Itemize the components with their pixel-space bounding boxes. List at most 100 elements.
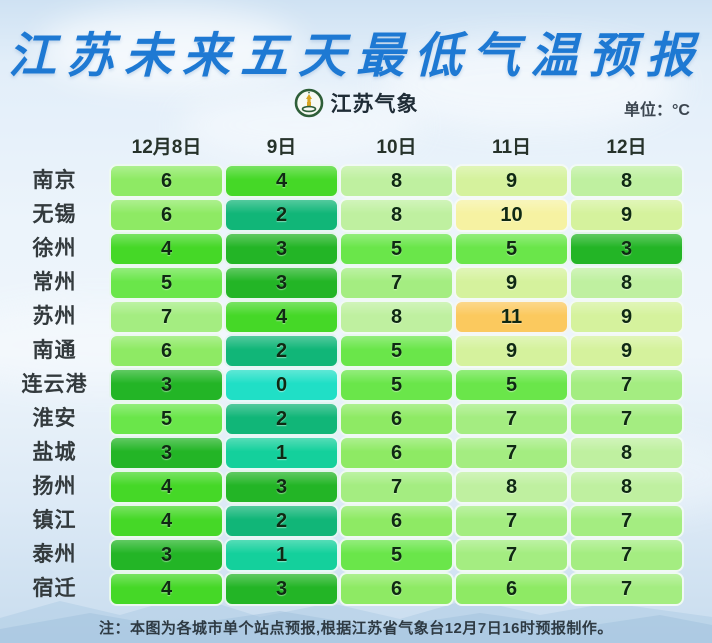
city-label: 常州: [32, 271, 77, 294]
table-row: 淮安 5 2 6 7 7: [0, 402, 712, 436]
temp-cell: 3: [224, 266, 339, 300]
temp-cell: 0: [224, 368, 339, 402]
table-row: 南通 6 2 5 9 9: [0, 334, 712, 368]
temp-cell: 3: [109, 368, 224, 402]
temp-cell: 1: [224, 538, 339, 572]
temp-cell: 8: [339, 300, 454, 334]
temp-cell: 7: [569, 572, 684, 606]
temp-cell: 6: [339, 402, 454, 436]
temp-cell: 5: [109, 402, 224, 436]
temp-cell: 9: [569, 334, 684, 368]
temp-cell: 8: [569, 266, 684, 300]
temp-cell: 6: [454, 572, 569, 606]
city-label: 镇江: [32, 509, 77, 532]
city-label: 连云港: [21, 373, 88, 396]
temp-cell: 7: [454, 504, 569, 538]
table-row: 南京 6 4 8 9 8: [0, 164, 712, 198]
temp-cell: 2: [224, 402, 339, 436]
temp-cell: 7: [339, 266, 454, 300]
temp-cell: 6: [339, 572, 454, 606]
subheader: 江苏气象 单位：°C: [0, 88, 712, 122]
table-row: 镇江 4 2 6 7 7: [0, 504, 712, 538]
temp-cell: 3: [569, 232, 684, 266]
temp-cell: 7: [569, 504, 684, 538]
city-label: 徐州: [32, 237, 77, 260]
table-row: 无锡 6 2 8 10 9: [0, 198, 712, 232]
temp-cell: 9: [454, 164, 569, 198]
forecast-rows: 南京 6 4 8 9 8 无锡 6 2 8 10 9 徐州 4 3 5 5 3 常州 5 3 7 9 8 苏州 7 4 8 11 9 南通 6…: [0, 164, 712, 606]
temp-cell: 5: [339, 538, 454, 572]
temp-cell: 9: [454, 266, 569, 300]
city-label: 淮安: [32, 407, 77, 430]
temp-cell: 5: [109, 266, 224, 300]
temp-cell: 2: [224, 334, 339, 368]
date-header: 11日: [491, 137, 532, 158]
weather-bureau-logo-icon: [294, 88, 323, 118]
footnote: 注：本图为各城市单个站点预报,根据江苏省气象台12月7日16时预报制作。: [99, 620, 613, 637]
city-label: 无锡: [32, 203, 77, 226]
table-row: 苏州 7 4 8 11 9: [0, 300, 712, 334]
city-label: 南通: [32, 339, 77, 362]
temp-cell: 3: [109, 538, 224, 572]
date-header: 12日: [606, 137, 647, 158]
temp-cell: 3: [224, 232, 339, 266]
temp-cell: 6: [109, 164, 224, 198]
temp-cell: 5: [339, 232, 454, 266]
temp-cell: 4: [224, 164, 339, 198]
cloud-decoration: [380, 40, 680, 130]
temp-cell: 7: [569, 402, 684, 436]
temp-cell: 3: [224, 572, 339, 606]
temp-cell: 5: [339, 334, 454, 368]
temp-cell: 6: [339, 436, 454, 470]
temp-cell: 9: [569, 300, 684, 334]
temp-cell: 5: [339, 368, 454, 402]
date-header-row: 12月8日 9日 10日 11日 12日: [0, 136, 712, 159]
temp-cell: 4: [109, 572, 224, 606]
temp-cell: 4: [109, 470, 224, 504]
table-row: 连云港 3 0 5 5 7: [0, 368, 712, 402]
date-header: 10日: [376, 137, 417, 158]
table-row: 扬州 4 3 7 8 8: [0, 470, 712, 504]
date-header: 9日: [266, 137, 297, 158]
temp-cell: 4: [109, 504, 224, 538]
temp-cell: 6: [109, 198, 224, 232]
temp-cell: 5: [454, 368, 569, 402]
table-row: 盐城 3 1 6 7 8: [0, 436, 712, 470]
temp-cell: 7: [109, 300, 224, 334]
temp-cell: 6: [109, 334, 224, 368]
forecast-table: 12月8日 9日 10日 11日 12日 南京 6 4 8 9 8 无锡 6 2 8 10 9 徐州 4 3 5 5 3 常…: [0, 136, 712, 606]
temp-cell: 7: [454, 538, 569, 572]
temp-cell: 8: [569, 470, 684, 504]
city-label: 泰州: [32, 543, 77, 566]
page-title: 江苏未来五天最低气温预报: [7, 30, 704, 83]
temp-cell: 8: [454, 470, 569, 504]
table-row: 泰州 3 1 5 7 7: [0, 538, 712, 572]
temp-cell: 8: [339, 164, 454, 198]
city-label: 盐城: [32, 441, 77, 464]
logo-text: 江苏气象: [330, 93, 419, 116]
temp-cell: 6: [339, 504, 454, 538]
temp-cell: 7: [454, 402, 569, 436]
jiangsu-weather-brand: 江苏气象: [0, 88, 712, 118]
temp-cell: 7: [569, 538, 684, 572]
temp-cell: 3: [224, 470, 339, 504]
temp-cell: 4: [109, 232, 224, 266]
table-row: 常州 5 3 7 9 8: [0, 266, 712, 300]
temp-cell: 8: [569, 164, 684, 198]
temp-cell: 9: [454, 334, 569, 368]
unit-label: 单位：°C: [624, 102, 690, 119]
temp-cell: 1: [224, 436, 339, 470]
date-header: 12月8日: [131, 137, 202, 158]
city-label: 扬州: [32, 475, 77, 498]
temp-cell: 4: [224, 300, 339, 334]
temp-cell: 10: [454, 198, 569, 232]
temp-cell: 8: [569, 436, 684, 470]
temp-cell: 5: [454, 232, 569, 266]
mountain-decoration: [0, 595, 712, 643]
header-spacer: [0, 136, 109, 159]
temp-cell: 9: [569, 198, 684, 232]
temp-cell: 2: [224, 198, 339, 232]
temp-cell: 7: [569, 368, 684, 402]
temp-cell: 7: [454, 436, 569, 470]
cloud-decoration: [40, 8, 300, 88]
